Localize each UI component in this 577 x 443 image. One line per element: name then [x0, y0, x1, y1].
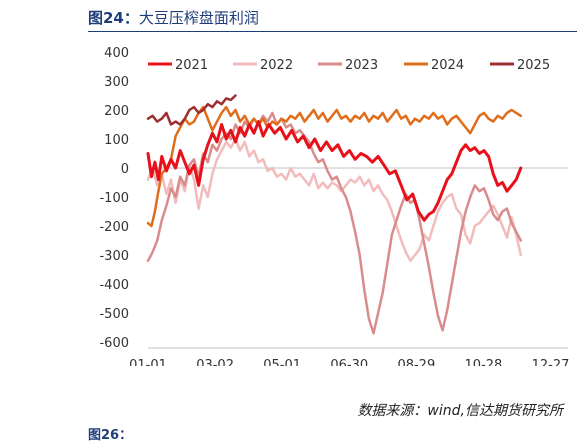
- legend-item-2023: 2023: [318, 58, 378, 73]
- x-tick-label: 01-01: [129, 358, 167, 366]
- y-tick-label: 100: [104, 133, 129, 148]
- x-tick-label: 06-30: [330, 358, 368, 366]
- x-tick-label: 05-01: [263, 358, 301, 366]
- y-tick-label: -400: [99, 278, 129, 293]
- y-tick-label: -600: [99, 336, 129, 351]
- y-tick-label: -500: [99, 307, 129, 322]
- legend-item-2021: 2021: [148, 58, 208, 73]
- y-tick-label: -100: [99, 191, 129, 206]
- legend-label: 2024: [431, 58, 464, 73]
- y-tick-label: 300: [104, 75, 129, 90]
- series-line-2023: [146, 111, 523, 335]
- legend-label: 2025: [517, 58, 550, 73]
- legend-label: 2021: [175, 58, 208, 73]
- series-line-2024: [146, 105, 523, 228]
- legend-label: 2023: [345, 58, 378, 73]
- series-line-2025: [146, 94, 237, 126]
- figure-title: 图24：大豆压榨盘面利润: [88, 6, 577, 32]
- y-tick-label: 200: [104, 104, 129, 119]
- next-figure-caption: 图26：: [88, 428, 133, 443]
- figure-number: 图24：: [88, 9, 139, 27]
- y-tick-label: 0: [121, 162, 129, 177]
- legend-item-2022: 2022: [233, 58, 293, 73]
- chart-legend: 2021 2022 2023 2024 2025: [148, 58, 550, 73]
- profit-line-chart: 400 300 200 100 0 -100 -200 -300 -400 -500 -60001-…: [99, 46, 569, 366]
- x-tick-label: 10-28: [465, 358, 503, 366]
- data-source-note: 数据来源：wind,信达期货研究所: [357, 403, 563, 419]
- chart-axes: 400 300 200 100 0 -100 -200 -300 -400 -500 -60001-…: [99, 46, 569, 366]
- legend-label: 2022: [260, 58, 293, 73]
- series-line-2022: [146, 137, 523, 263]
- x-tick-label: 03-02: [196, 358, 234, 366]
- series-line-2021: [146, 120, 523, 222]
- legend-item-2025: 2025: [490, 58, 550, 73]
- x-tick-label: 12-27: [532, 358, 570, 366]
- x-tick-label: 08-29: [397, 358, 435, 366]
- y-tick-label: 400: [104, 46, 129, 61]
- y-tick-label: -200: [99, 220, 129, 235]
- series-layer: [146, 94, 523, 335]
- legend-item-2024: 2024: [404, 58, 464, 73]
- y-tick-label: -300: [99, 249, 129, 264]
- figure-title-text: 大豆压榨盘面利润: [138, 9, 259, 27]
